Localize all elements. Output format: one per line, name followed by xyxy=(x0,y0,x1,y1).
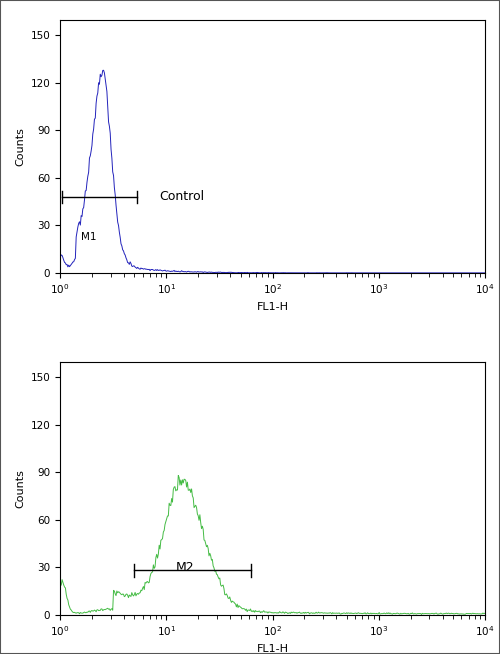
Text: Control: Control xyxy=(159,190,204,203)
X-axis label: FL1-H: FL1-H xyxy=(256,302,288,312)
X-axis label: FL1-H: FL1-H xyxy=(256,644,288,654)
Y-axis label: Counts: Counts xyxy=(15,469,25,508)
Text: M1: M1 xyxy=(80,232,96,242)
Text: M2: M2 xyxy=(176,560,195,574)
Y-axis label: Counts: Counts xyxy=(15,127,25,165)
